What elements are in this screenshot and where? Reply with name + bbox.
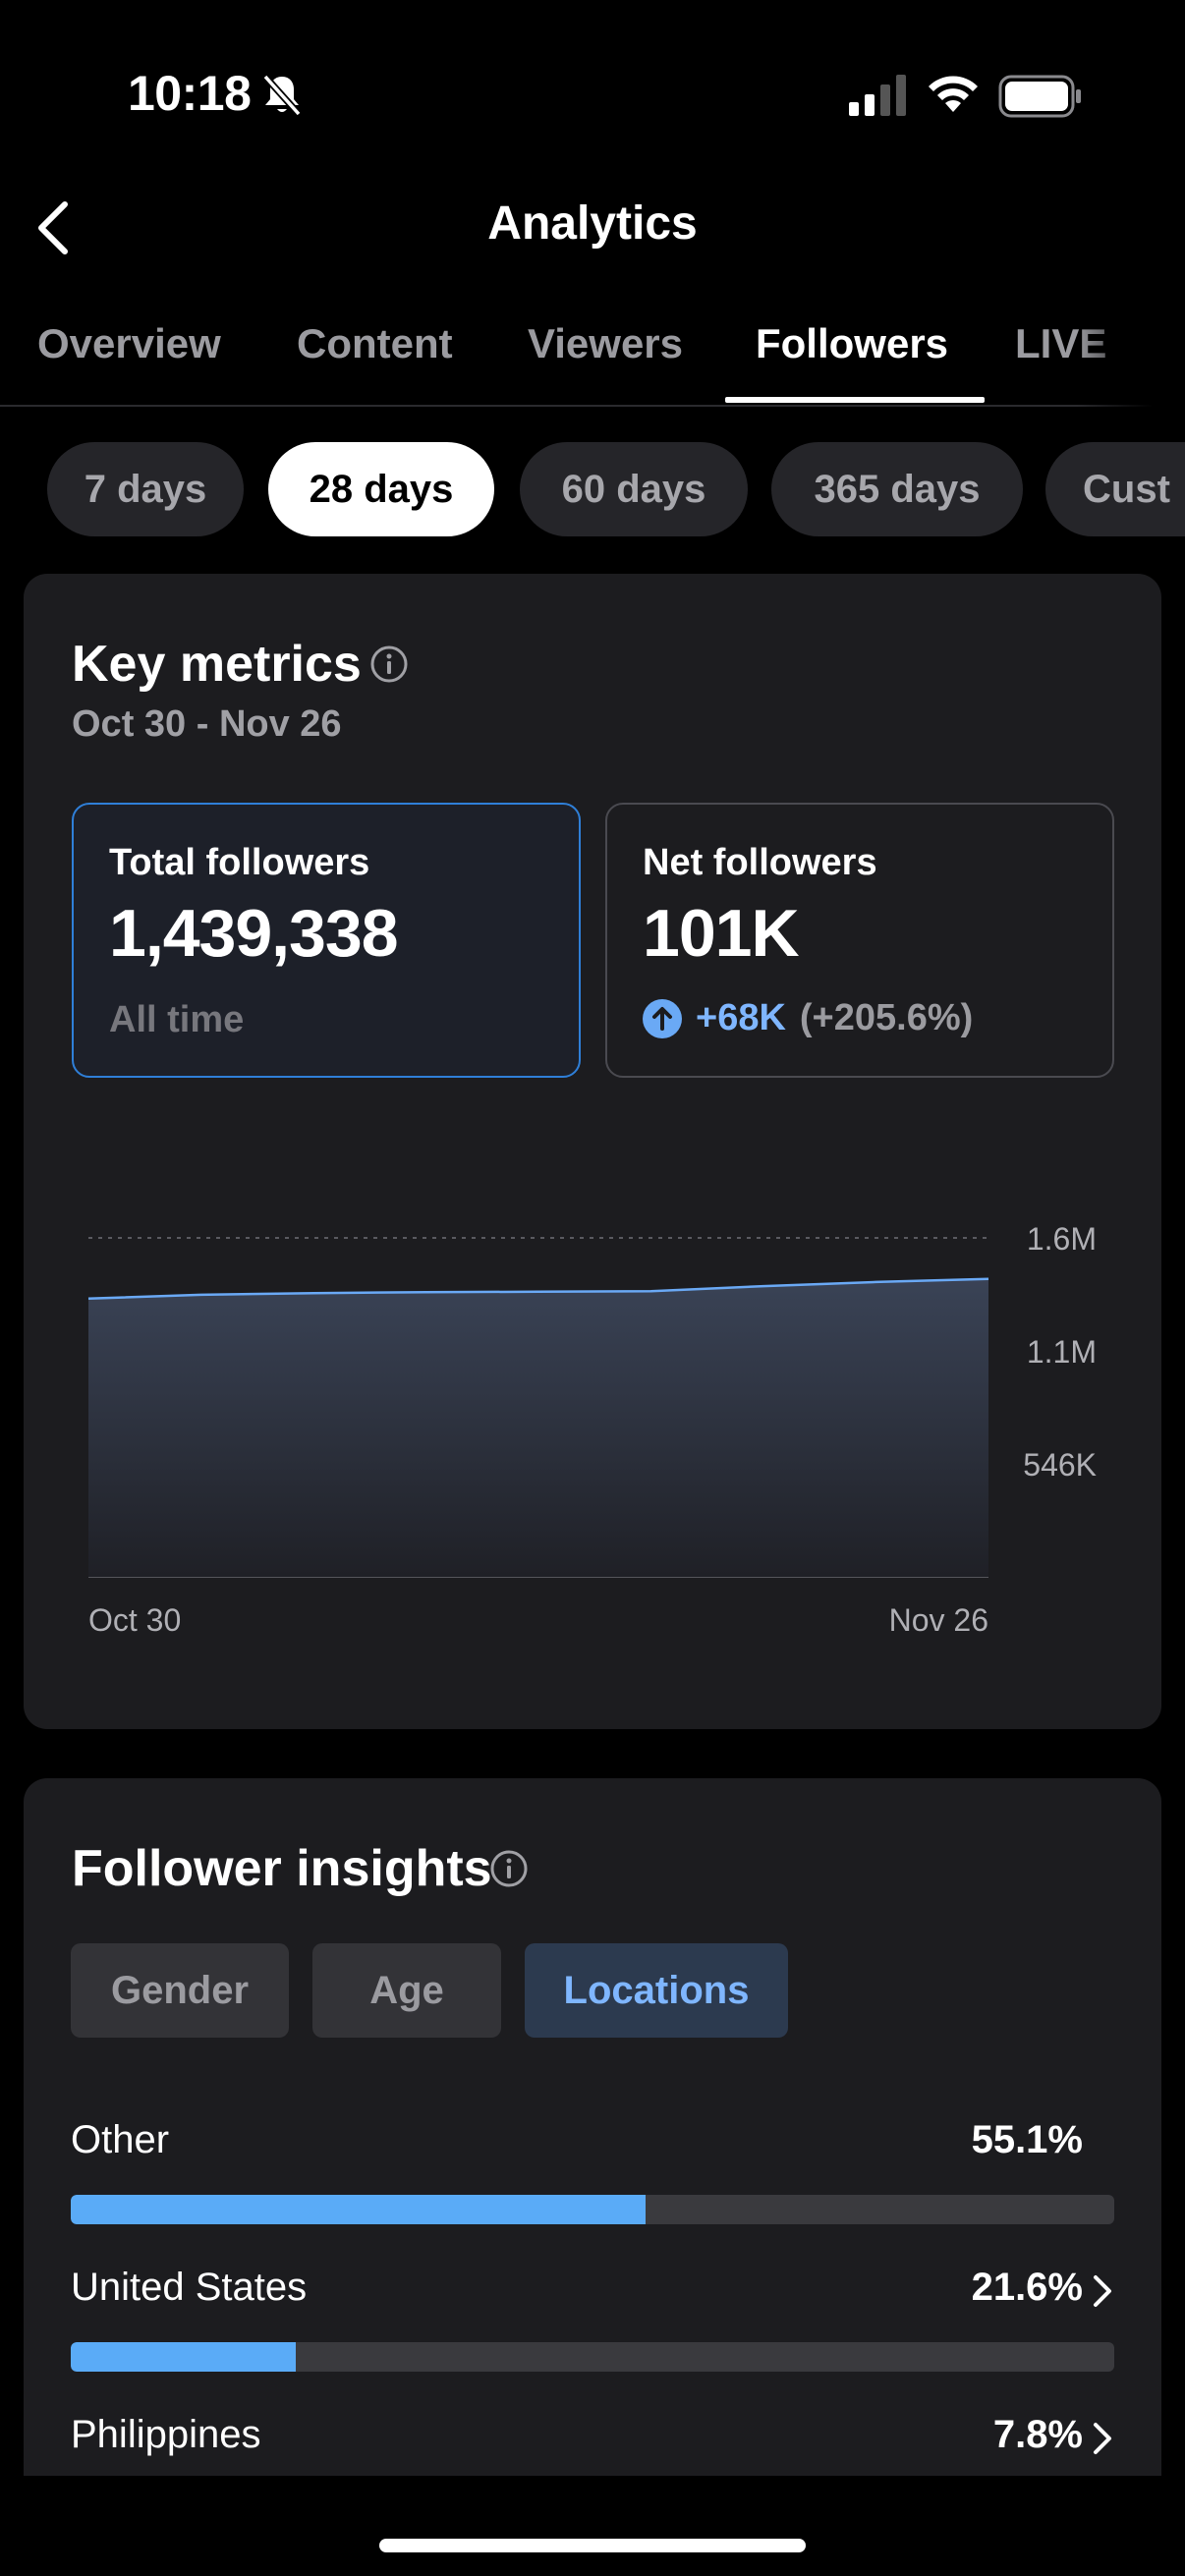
location-name: Philippines xyxy=(71,2413,261,2456)
status-bar: 10:18 xyxy=(0,0,1185,177)
net-followers-value: 101K xyxy=(643,896,800,971)
bottom-safe-area xyxy=(0,2476,1185,2576)
active-tab-indicator xyxy=(725,397,985,403)
location-name: Other xyxy=(71,2118,170,2161)
location-bar-track xyxy=(71,2342,1114,2372)
y-tick-label: 1.1M xyxy=(1027,1334,1097,1370)
location-name: United States xyxy=(71,2266,308,2309)
status-time: 10:18 xyxy=(128,66,252,121)
y-tick-label: 546K xyxy=(1023,1447,1097,1483)
segment-age[interactable]: Age xyxy=(312,1943,501,2038)
segment-gender[interactable]: Gender xyxy=(71,1943,289,2038)
tab-bar: Overview Content Viewers Followers LIVE xyxy=(0,285,1185,407)
location-row-other: Other 55.1% xyxy=(71,2118,1114,2236)
chart-series-line xyxy=(87,1277,989,1300)
wifi-icon xyxy=(929,76,978,112)
y-tick-label: 1.6M xyxy=(1027,1221,1097,1257)
location-percent: 7.8% xyxy=(992,2413,1083,2456)
segment-locations[interactable]: Locations xyxy=(525,1943,788,2038)
range-365-days[interactable]: 365 days xyxy=(771,442,1023,536)
battery-icon xyxy=(998,75,1081,118)
key-metrics-title: Key metrics xyxy=(72,636,362,693)
info-icon[interactable] xyxy=(489,1849,529,1888)
chart-area-fill xyxy=(88,1278,988,1577)
net-followers-label: Net followers xyxy=(643,842,877,883)
follower-insights-card: Follower insights Gender Age Locations O… xyxy=(24,1778,1161,2576)
total-followers-value: 1,439,338 xyxy=(109,896,399,971)
tab-viewers[interactable]: Viewers xyxy=(528,320,684,366)
x-tick-label: Nov 26 xyxy=(889,1602,988,1638)
range-7-days[interactable]: 7 days xyxy=(47,442,244,536)
key-metrics-card: Key metrics Oct 30 - Nov 26 Total follow… xyxy=(24,574,1161,1729)
chevron-right-icon xyxy=(1094,2275,1111,2307)
follower-insights-title: Follower insights xyxy=(72,1840,492,1897)
arrow-up-icon xyxy=(643,998,682,1038)
delta-percent: (+205.6%) xyxy=(799,997,974,1038)
info-icon[interactable] xyxy=(369,644,409,684)
bell-slash-icon xyxy=(262,74,302,117)
location-bar-track xyxy=(71,2195,1114,2224)
total-followers-tile[interactable]: Total followers 1,439,338 All time xyxy=(72,803,581,1078)
location-percent: 55.1% xyxy=(971,2118,1083,2161)
tabs-fade-overlay xyxy=(1077,285,1185,407)
signal-icon xyxy=(849,75,906,116)
back-button[interactable] xyxy=(35,189,94,267)
x-tick-label: Oct 30 xyxy=(88,1602,181,1638)
chevron-left-icon xyxy=(38,201,68,254)
tab-content[interactable]: Content xyxy=(297,320,453,366)
range-60-days[interactable]: 60 days xyxy=(520,442,748,536)
date-range-selector: 7 days 28 days 60 days 365 days xyxy=(0,442,1185,536)
range-28-days[interactable]: 28 days xyxy=(268,442,494,536)
total-followers-sub: All time xyxy=(109,999,245,1040)
total-followers-label: Total followers xyxy=(109,842,370,883)
location-bar-fill xyxy=(71,2342,297,2372)
location-percent: 21.6% xyxy=(971,2266,1083,2309)
delta-value: +68K xyxy=(696,997,786,1038)
net-followers-delta: +68K (+205.6%) xyxy=(643,997,973,1039)
range-custom[interactable]: Cust xyxy=(1045,442,1185,536)
date-range-label: Oct 30 - Nov 26 xyxy=(72,703,342,745)
chevron-right-icon xyxy=(1094,2423,1111,2454)
tab-followers[interactable]: Followers xyxy=(756,320,949,366)
location-row-philippines[interactable]: Philippines 7.8% xyxy=(71,2413,1114,2531)
home-indicator[interactable] xyxy=(379,2539,806,2552)
location-bar-fill xyxy=(71,2195,647,2224)
range-custom-clip: Cust xyxy=(1045,442,1185,536)
net-followers-tile[interactable]: Net followers 101K +68K (+205.6%) xyxy=(605,803,1114,1078)
tab-overview[interactable]: Overview xyxy=(37,320,221,366)
page-title: Analytics xyxy=(487,197,698,250)
followers-area-chart[interactable]: 1.6M 1.1M 546K Oct 30 Nov 26 xyxy=(24,1124,1161,1674)
location-row-united-states[interactable]: United States 21.6% xyxy=(71,2266,1114,2383)
